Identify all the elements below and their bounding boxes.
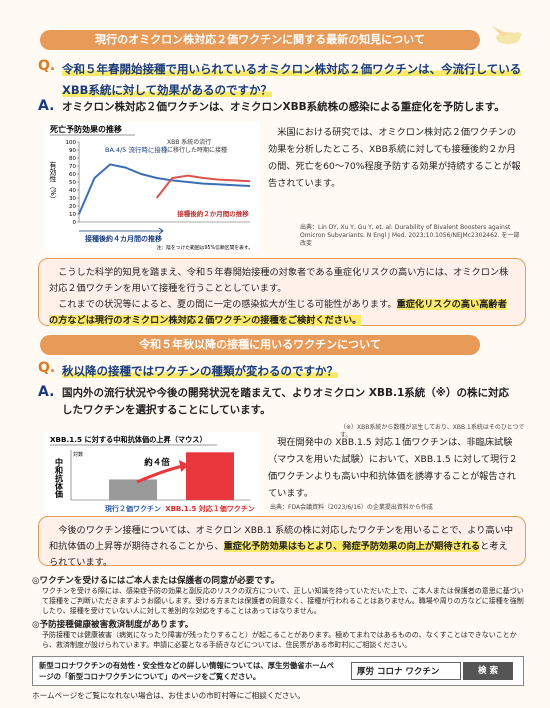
- source: 出典：FDA会議資料（2023/6/16）の企業提出資料から作成: [270, 504, 433, 511]
- x-tick-label: XBB.1.5 対応１価ワクチン: [165, 504, 255, 513]
- chart-title: XBB.1.5 に対する中和抗体価の上昇（マウス）: [50, 435, 207, 444]
- question-text: 秋以降の接種ではワクチンの種類が変わるのですか？: [62, 364, 338, 378]
- y-tick-label: 70: [69, 164, 76, 170]
- info-box: こうした科学的知見を踏まえ、令和５年春開始接種の対象者である重症化リスクの高い方…: [38, 258, 526, 326]
- section-header: 現行のオミクロン株対応２価ワクチンに関する最新の知見について: [40, 30, 480, 50]
- info-text: 新型コロナワクチンの有効性・安全性などの詳しい情報については、厚生労働省ホームペ…: [39, 661, 335, 681]
- x-axis-label: 接種後約４カ月間の推移: [85, 234, 162, 243]
- a-label: A.: [38, 384, 55, 400]
- y-tick-label: 40: [69, 188, 76, 194]
- citation: 出典：Lin DY, Xu Y, Gu Y, et. al: Durabilit…: [300, 224, 520, 247]
- y-tick-label: 90: [69, 148, 76, 154]
- footer-text: 予防接種では健康被害（病気になったり障害が残ったりすること）が起こることがありま…: [42, 631, 517, 649]
- box-text: これまでの状況等によると、夏の間に一定の感染拡大が生じる可能性があります。: [58, 299, 397, 310]
- y-tick-label: 80: [69, 156, 76, 162]
- scale-note: 対数: [73, 451, 83, 458]
- note: 注：陰をつけた範囲は95%信頼区間を表す。: [156, 244, 253, 251]
- body-text: 現在開発中の XBB.1.5 対応１価ワクチンは、非臨床試験（マウスを用いた試験…: [268, 437, 518, 499]
- answer: オミクロン株対応２価ワクチンは、オミクロンXBB系統株の感染による重症化を予防し…: [62, 101, 505, 113]
- annotation-part: XBB 系統の流行: [167, 138, 211, 146]
- period-bg: [177, 209, 249, 218]
- x-tick-label: 現行２価ワクチン: [105, 504, 161, 513]
- y-tick-label: 100: [66, 140, 77, 146]
- body-text: 米国における研究では、オミクロン株対応２価ワクチンの効果を分析したところ、XBB…: [268, 127, 521, 189]
- bar: [186, 452, 234, 500]
- note: （※）XBB系統から数種が派生しており、XBB.1系統はそのひとつです。: [340, 424, 525, 439]
- q-label: Q.: [38, 360, 56, 376]
- y-tick-label: 20: [69, 204, 76, 210]
- annotation: BA.4/5 流行時に接種: [105, 145, 168, 154]
- annotation-part: に移行した時期に接種: [167, 146, 227, 154]
- annotation: XBB 系統の流行に移行した時期に接種: [167, 138, 227, 154]
- box-highlight: 重症化予防効果はもとより、発症予防効果の向上が期待される: [223, 541, 481, 552]
- search-button[interactable]: 検 索: [463, 662, 513, 680]
- arrow-head: [179, 460, 189, 472]
- y-axis-label: 中和抗体価: [54, 457, 64, 499]
- question: 令和５年春開始接種で用いられているオミクロン株対応２価ワクチンは、今流行している…: [62, 58, 524, 100]
- chart-bg: [45, 122, 260, 252]
- footer-notes: ◎ワクチンを受けるにはご本人または保護者の同意が必要です。 ワクチンを受ける際に…: [32, 574, 527, 650]
- footer-text: ワクチンを受ける際には、感染症予防の効果と副反応のリスクの双方について、正しい知…: [42, 587, 524, 615]
- search-box[interactable]: 厚労 コロナ ワクチン: [351, 662, 461, 680]
- info-bar: 新型コロナワクチンの有効性・安全性などの詳しい情報については、厚生労働省ホームペ…: [32, 656, 524, 686]
- chart-title: 死亡予防効果の推移: [49, 124, 122, 134]
- bottom-note: ホームページをご覧になれない場合は、お住まいの市町村等にご相談ください。: [32, 691, 305, 700]
- y-tick-label: 10: [69, 212, 76, 218]
- q-label: Q.: [38, 58, 56, 74]
- bar: [109, 479, 157, 500]
- footer-title: ◎予防接種健康被害救済制度があります。: [32, 620, 194, 630]
- box-text: 今後のワクチン接種については、オミクロン XBB.1 系統の株に対応したワクチン…: [49, 525, 514, 552]
- box-text: 今後のワクチン接種については、オミクロン XBB.1 系統の株に対応したワクチン…: [49, 523, 515, 571]
- arrow: [136, 464, 184, 484]
- annotation: 約４倍: [144, 457, 170, 468]
- annotation: 接種後約２か月間の推移: [177, 209, 249, 218]
- info-box: 今後のワクチン接種については、オミクロン XBB.1 系統の株に対応したワクチン…: [38, 516, 526, 568]
- line-series: [78, 163, 251, 215]
- box-text: こうした科学的知見を踏まえ、令和５年春開始接種の対象者である重症化リスクの高い方…: [49, 267, 509, 294]
- box-text: これまでの状況等によると、夏の間に一定の感染拡大が生じる可能性があります。重症化…: [49, 297, 515, 329]
- y-tick-label: 0: [73, 220, 77, 226]
- line-series: [155, 174, 251, 199]
- bird-illustration: [492, 26, 521, 44]
- y-tick-label: 50: [69, 180, 76, 186]
- box-text: と考えられています。: [49, 541, 508, 568]
- question: 秋以降の接種ではワクチンの種類が変わるのですか？: [62, 360, 524, 381]
- a-label: A.: [38, 98, 55, 114]
- question-text: 令和５年春開始接種で用いられているオミクロン株対応２価ワクチンは、今流行している…: [62, 62, 522, 97]
- y-tick-label: 60: [69, 172, 76, 178]
- footer-title: ◎ワクチンを受けるにはご本人または保護者の同意が必要です。: [32, 576, 280, 586]
- y-axis-label: 有効性（%）: [49, 160, 57, 202]
- arrow: [79, 227, 164, 235]
- section-header: 令和５年秋以降の接種に用いるワクチンについて: [40, 335, 480, 355]
- answer: 国内外の流行状況や今後の開発状況を踏まえて、よりオミクロン XBB.1系統（※）…: [62, 387, 509, 416]
- y-tick-label: 30: [69, 196, 76, 202]
- chart-antibody: XBB.1.5 に対する中和抗体価の上昇（マウス） 中和抗体価 対数現行２価ワクチン…: [45, 432, 260, 518]
